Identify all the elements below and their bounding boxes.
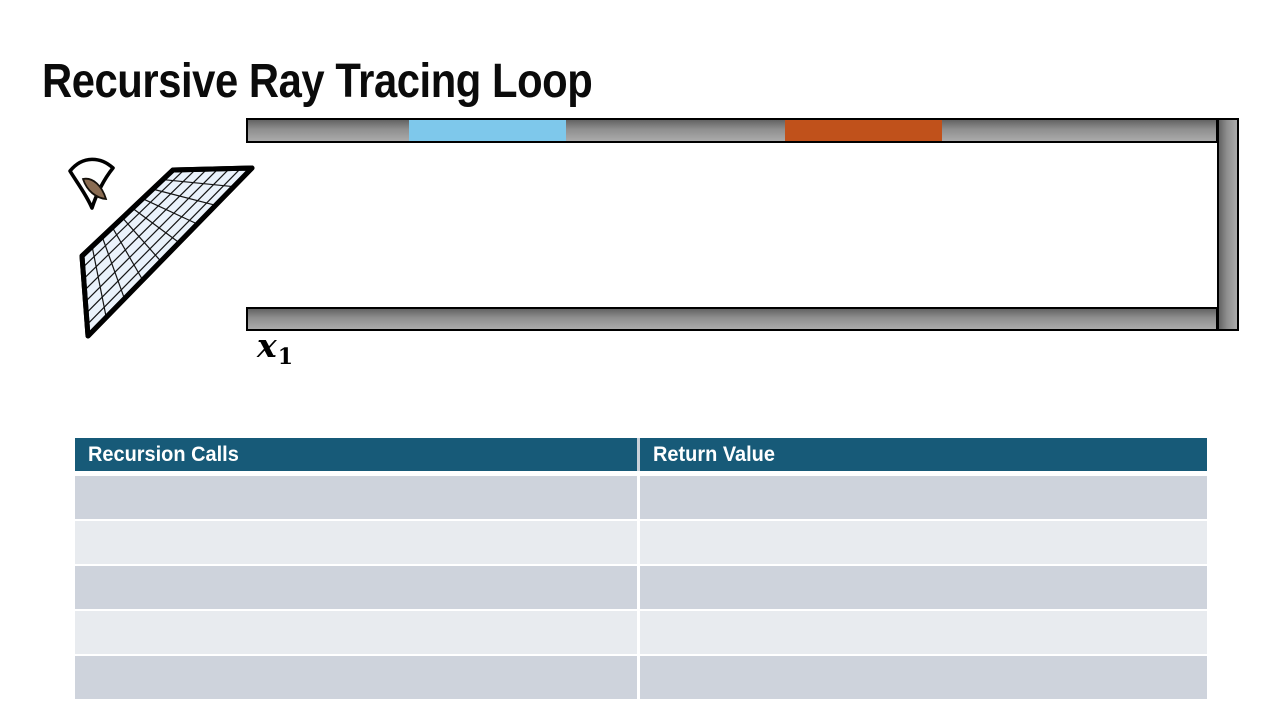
image-plane-grid-icon [79, 165, 255, 339]
table-cell [75, 521, 637, 564]
blue-light-patch [409, 120, 566, 141]
eye-icon [68, 157, 115, 210]
table-cell [640, 521, 1207, 564]
table-cell [75, 566, 637, 609]
ceiling-wall-bar [246, 118, 1218, 143]
page-title-text: Recursive Ray Tracing Loop [42, 55, 593, 109]
page-title: Recursive Ray Tracing Loop [42, 55, 675, 109]
table-cell [640, 566, 1207, 609]
table-cell [75, 656, 637, 699]
camera-diagram [68, 157, 255, 339]
floor-wall-bar [246, 307, 1218, 331]
hit-point-label: x1 [257, 326, 293, 368]
table-row [75, 476, 1207, 519]
table-row [75, 656, 1207, 699]
recursion-table: Recursion Calls Return Value [75, 438, 1207, 701]
right-wall-bar [1217, 118, 1239, 331]
table-cell [640, 656, 1207, 699]
table-row [75, 566, 1207, 609]
table-row [75, 521, 1207, 564]
table-cell [640, 611, 1207, 654]
orange-surface-patch [785, 120, 942, 141]
table-row [75, 611, 1207, 654]
table-header-recursion-calls: Recursion Calls [75, 438, 637, 471]
table-header-row: Recursion Calls Return Value [75, 438, 1207, 471]
table-cell [75, 476, 637, 519]
table-cell [640, 476, 1207, 519]
table-body [75, 476, 1207, 699]
hit-point-label-base: x [257, 326, 277, 365]
hit-point-label-sub: 1 [277, 344, 293, 370]
table-cell [75, 611, 637, 654]
table-header-return-value: Return Value [640, 438, 1207, 471]
